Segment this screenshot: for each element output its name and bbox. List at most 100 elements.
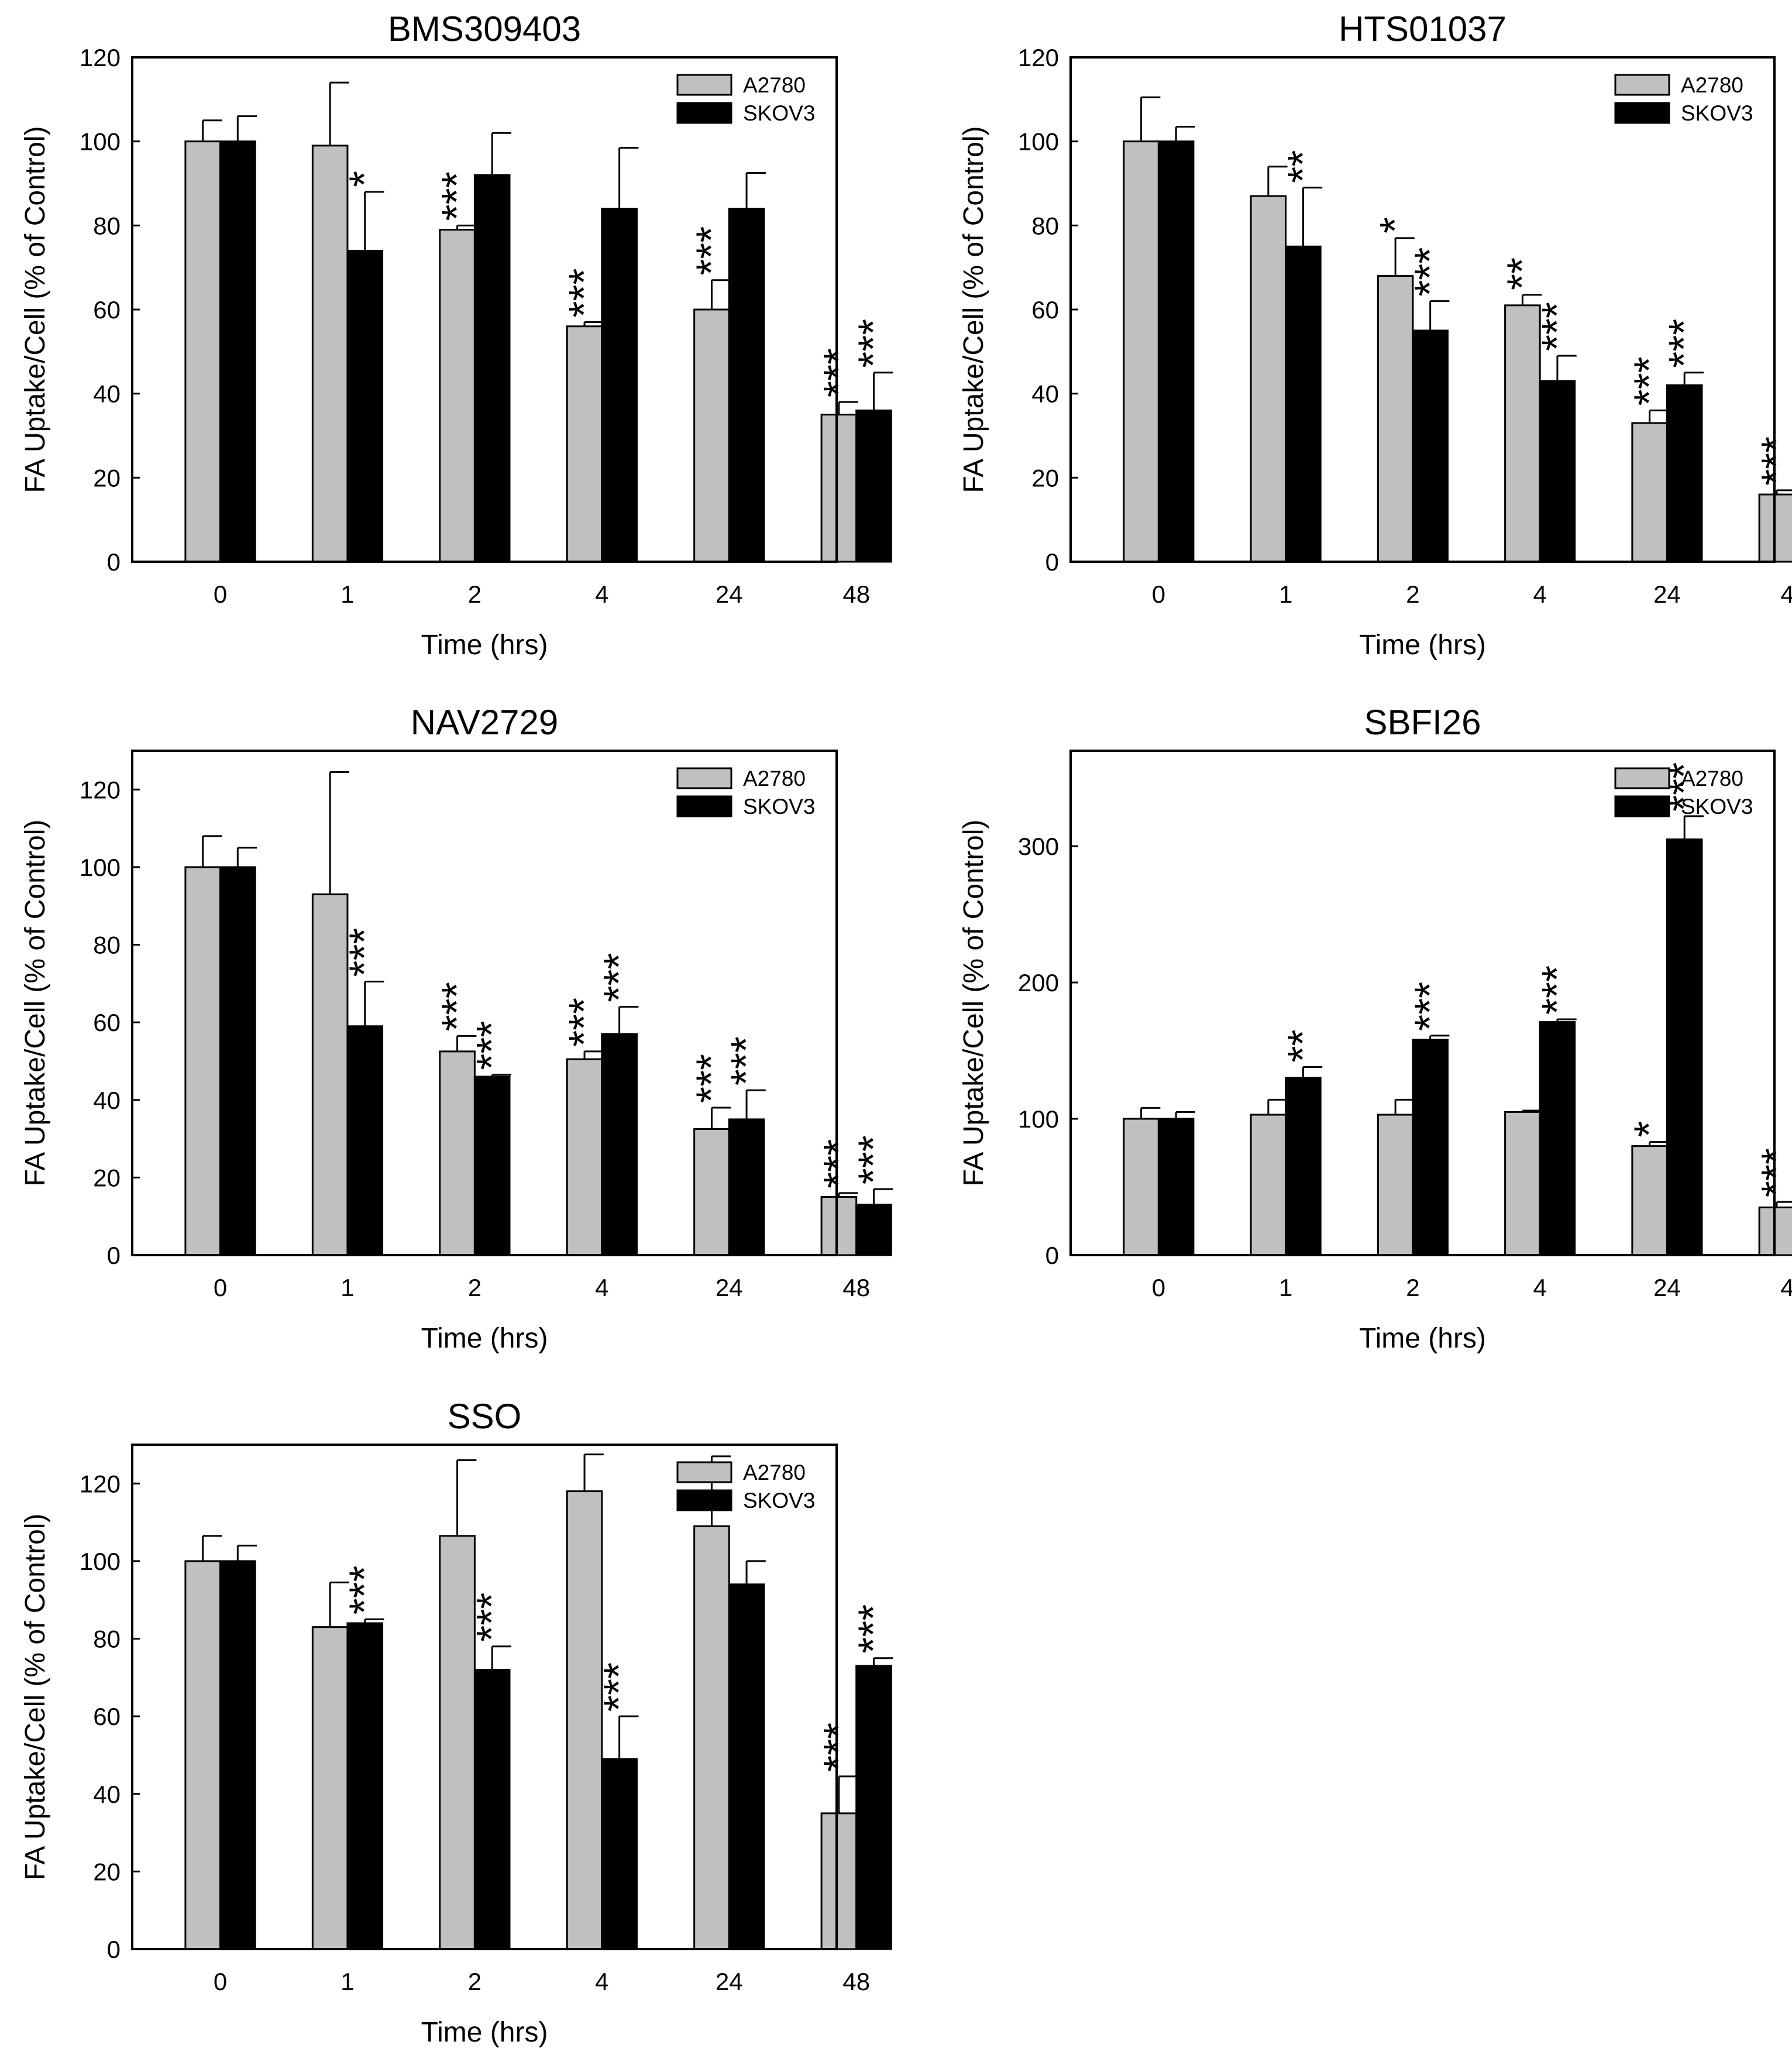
x-tick-label: 1 — [340, 580, 354, 608]
legend-swatch-skov3 — [676, 102, 732, 124]
significance-stars: * — [1372, 217, 1419, 233]
y-tick-label: 100 — [1018, 128, 1059, 156]
bar-skov3 — [473, 1669, 511, 1950]
significance-marker-skov3: * — [342, 171, 388, 187]
bar-skov3 — [1412, 1039, 1449, 1256]
significance-stars: ** — [1499, 257, 1546, 290]
bar-skov3 — [1666, 838, 1703, 1256]
bar-a2780 — [820, 1812, 858, 1950]
y-tick-label: 60 — [1031, 296, 1059, 324]
y-tick-label: 0 — [107, 548, 121, 576]
significance-marker-skov3: *** — [469, 1021, 515, 1070]
bar-a2780 — [1123, 1118, 1160, 1256]
significance-stars: *** — [561, 268, 608, 317]
bar-skov3 — [1412, 329, 1449, 563]
bar-a2780 — [566, 325, 603, 563]
bar-skov3 — [473, 1075, 511, 1256]
legend-label-skov3: SKOV3 — [1681, 795, 1753, 819]
x-tick-label: 24 — [1653, 1274, 1681, 1301]
legend-label-skov3: SKOV3 — [743, 1489, 815, 1513]
significance-stars: *** — [816, 1723, 862, 1772]
x-tick-label: 4 — [1533, 1274, 1546, 1301]
x-tick-label: 48 — [842, 1968, 870, 1995]
bar-skov3 — [473, 174, 511, 563]
bar-a2780 — [820, 1196, 858, 1256]
bar-a2780 — [566, 1058, 603, 1256]
significance-stars: *** — [851, 319, 897, 368]
significance-stars: *** — [816, 348, 862, 397]
significance-marker-skov3: *** — [1788, 340, 1792, 389]
significance-marker-skov3: *** — [1407, 248, 1454, 297]
bar-skov3 — [855, 1665, 892, 1950]
x-tick-label: 1 — [340, 1274, 354, 1301]
legend-swatch-skov3 — [1614, 795, 1670, 817]
significance-stars: *** — [342, 1565, 388, 1614]
significance-stars: ** — [1788, 1035, 1792, 1068]
significance-marker-skov3: *** — [851, 1604, 897, 1654]
bar-skov3 — [601, 208, 638, 563]
bar-a2780 — [1250, 195, 1287, 563]
y-tick-label: 120 — [80, 1470, 121, 1497]
bar-a2780 — [439, 229, 476, 563]
legend-swatch-skov3 — [676, 1489, 732, 1511]
bar-a2780 — [1250, 1114, 1287, 1256]
y-tick-label: 80 — [93, 212, 121, 239]
y-tick-label: 200 — [1018, 969, 1059, 996]
y-tick-label: 0 — [1045, 548, 1059, 576]
bar-skov3 — [1285, 245, 1322, 563]
significance-stars: *** — [469, 1593, 515, 1642]
bar-skov3 — [1157, 140, 1195, 563]
significance-marker-a2780: * — [1372, 217, 1419, 233]
x-tick-label: 1 — [340, 1968, 354, 1995]
bar-a2780 — [1377, 275, 1414, 563]
legend: A2780 SKOV3 — [1614, 767, 1753, 819]
x-tick-label: 4 — [595, 1968, 608, 1995]
bar-skov3 — [1285, 1077, 1322, 1256]
x-tick-label: 0 — [214, 1968, 227, 1995]
x-tick-label: 2 — [468, 1274, 481, 1301]
legend-swatch-a2780 — [676, 767, 732, 789]
bar-skov3 — [1539, 380, 1576, 563]
legend-swatch-a2780 — [1614, 767, 1670, 789]
significance-marker-skov3: *** — [1534, 965, 1581, 1015]
y-tick-label: 100 — [80, 1548, 121, 1575]
bar-a2780 — [184, 1560, 222, 1950]
significance-marker-skov3: *** — [1661, 319, 1708, 368]
y-tick-label: 60 — [93, 296, 121, 324]
significance-stars: *** — [851, 1604, 897, 1654]
significance-stars: *** — [688, 226, 735, 276]
x-tick-label: 24 — [716, 580, 743, 608]
bar-skov3 — [855, 409, 892, 563]
significance-stars: *** — [596, 953, 643, 1002]
y-tick-label: 100 — [80, 854, 121, 881]
significance-marker-a2780: *** — [434, 171, 481, 221]
x-tick-label: 1 — [1279, 580, 1292, 608]
x-axis-label: Time (hrs) — [421, 2017, 548, 2048]
y-tick-label: 0 — [107, 1936, 121, 1963]
bar-a2780 — [439, 1050, 476, 1256]
significance-stars: * — [1626, 1121, 1673, 1138]
bar-skov3 — [1157, 1118, 1195, 1256]
x-tick-label: 2 — [468, 580, 481, 608]
significance-stars: *** — [434, 171, 481, 221]
significance-stars: *** — [688, 1054, 735, 1103]
significance-stars: *** — [723, 1036, 770, 1085]
legend-label-a2780: A2780 — [743, 1461, 806, 1484]
bar-a2780 — [1631, 422, 1668, 563]
bar-skov3 — [346, 1025, 384, 1256]
plot-frame — [131, 750, 838, 1256]
significance-marker-a2780: *** — [434, 982, 481, 1031]
significance-marker-a2780: *** — [688, 226, 735, 276]
chart-title: BMS309403 — [388, 9, 581, 49]
significance-marker-skov3: *** — [596, 953, 643, 1002]
plot-frame — [1069, 56, 1776, 563]
chart-title: SBFI26 — [1364, 703, 1481, 742]
bar-a2780 — [311, 145, 349, 563]
significance-stars: *** — [1534, 965, 1581, 1015]
legend-label-a2780: A2780 — [743, 73, 806, 97]
y-tick-label: 80 — [93, 932, 121, 959]
legend-swatch-skov3 — [1614, 102, 1670, 124]
